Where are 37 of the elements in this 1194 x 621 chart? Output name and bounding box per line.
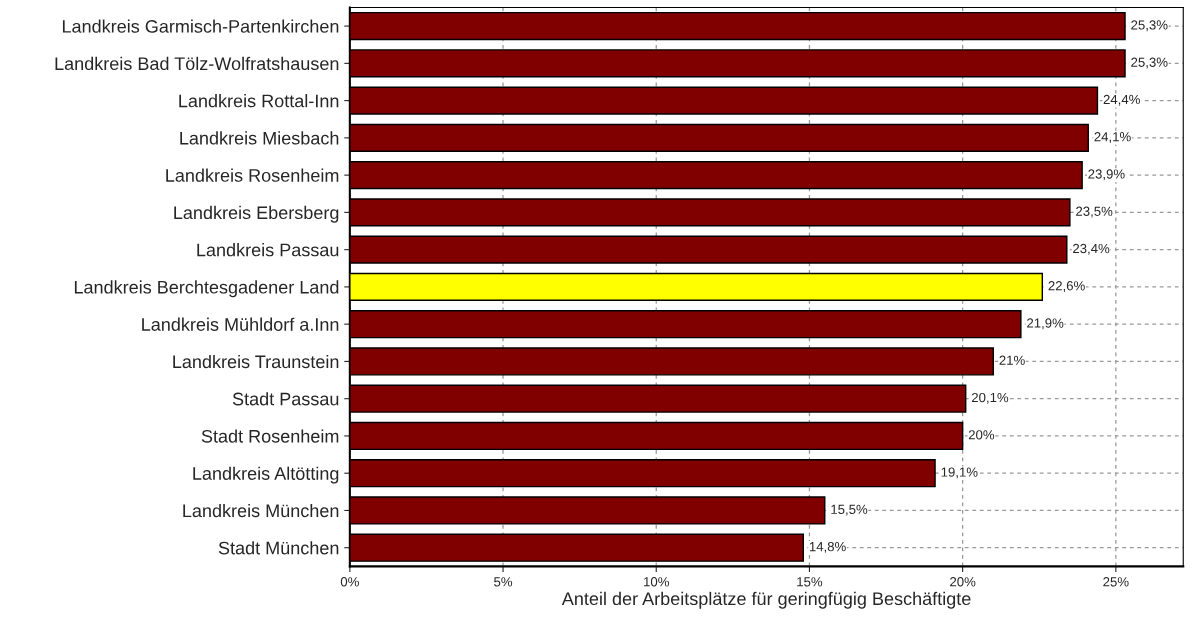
data-label: 23,9% [1088,169,1125,181]
y-tick-label: Stadt München [218,541,339,555]
y-tick-label: Landkreis Garmisch-Partenkirchen [62,19,339,33]
x-tick-label: 25% [1103,577,1129,587]
data-label: 24,1% [1094,132,1131,143]
data-label: 25,3% [1131,57,1168,69]
data-label: 14,8% [809,541,846,553]
y-tick-label: Landkreis Traunstein [173,354,339,369]
data-label: 23,5% [1076,206,1113,218]
x-tick-label: 5% [494,577,513,587]
data-label: 19,1% [941,467,978,479]
data-label: 21,9% [1027,318,1064,330]
x-tick-label: 0% [340,577,359,587]
x-tick-label: 20% [950,577,976,587]
data-label: 24,4% [1103,94,1140,106]
x-axis-title: Anteil der Arbeitsplätze für geringfügig Beschäftigte [561,591,971,609]
data-label: 15,5% [831,504,868,516]
y-tick-label: Landkreis München [183,503,339,518]
y-tick-label: Landkreis Rottal-Inn [179,94,339,108]
data-label: 20,1% [971,392,1009,404]
y-tick-label: Landkreis Rosenheim [166,168,339,182]
x-tick-label: 15% [797,577,823,587]
data-label: 25,3% [1131,20,1168,32]
data-label: 21% [999,355,1025,365]
data-label: 22,6% [1048,281,1085,292]
data-label: 20% [968,430,995,440]
y-tick-label: Landkreis Altötting [193,466,339,484]
y-tick-label: Landkreis Bad Tölz-Wolfratshausen [55,56,339,71]
y-tick-label: Stadt Passau [232,392,339,406]
y-tick-label: Stadt Rosenheim [201,429,339,443]
y-tick-label: Landkreis Ebersberg [174,205,339,223]
data-label: 23,4% [1073,243,1110,255]
y-tick-label: Landkreis Berchtesgadener Land [74,280,339,298]
y-tick-label: Landkreis Passau [197,243,339,257]
y-tick-label: Landkreis Miesbach [180,131,339,145]
x-tick-label: 10% [644,577,669,587]
y-tick-label: Landkreis Mühldorf a.Inn [142,317,339,331]
